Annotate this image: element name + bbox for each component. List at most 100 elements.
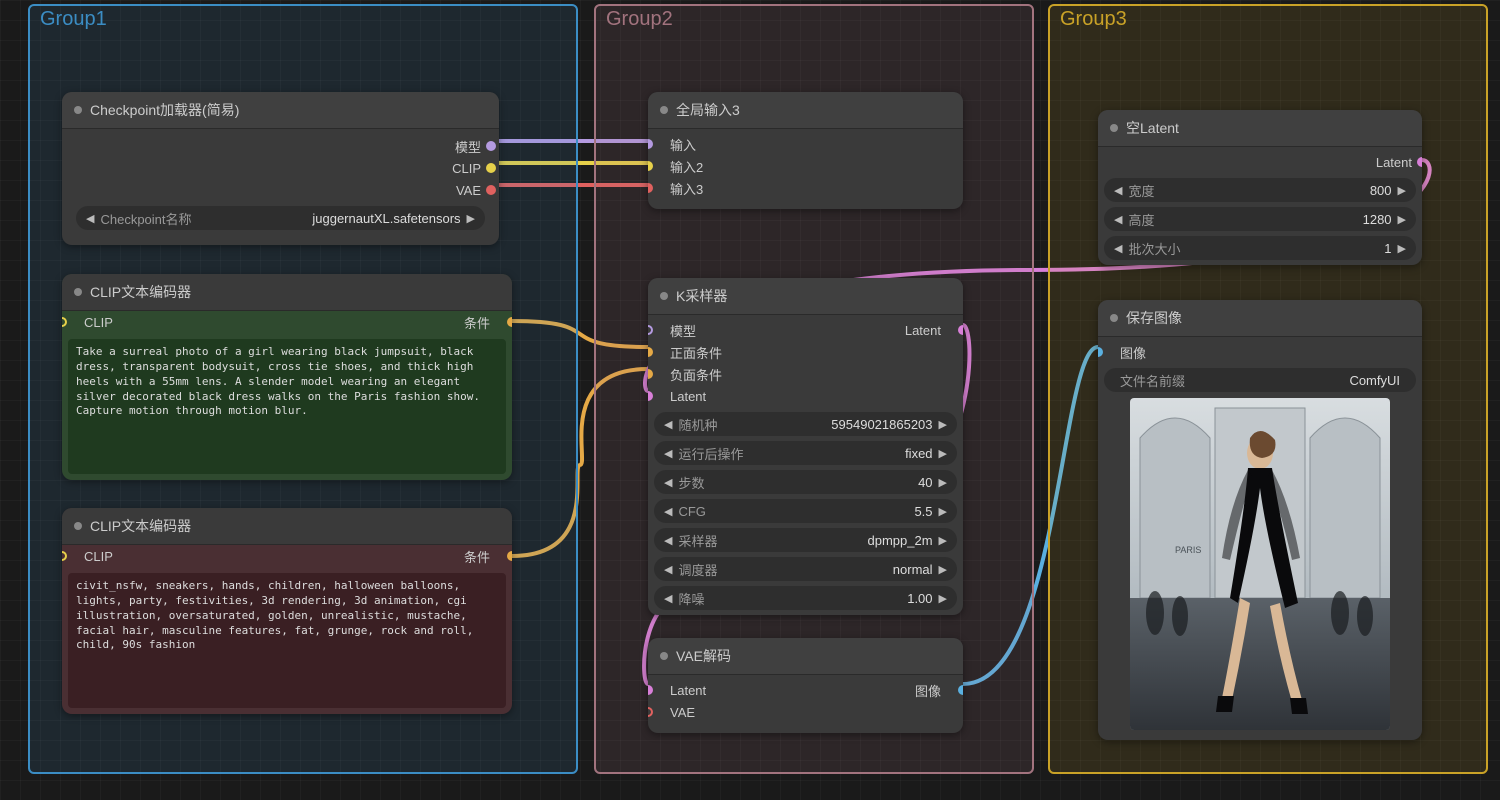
node-clip-encoder-positive[interactable]: CLIP文本编码器 CLIP 条件 Take a surreal photo o… bbox=[62, 274, 512, 480]
collapse-icon bbox=[1110, 314, 1118, 322]
prompt-textarea[interactable]: civit_nsfw, sneakers, hands, children, h… bbox=[68, 573, 506, 708]
port-dot-icon bbox=[1417, 157, 1422, 167]
output-conditioning[interactable]: 条件 bbox=[464, 313, 490, 332]
latent-widget-0[interactable]: ◀宽度800▶ bbox=[1104, 178, 1416, 202]
port-ring-icon[interactable] bbox=[62, 317, 67, 327]
output-clip[interactable]: CLIP bbox=[70, 157, 491, 179]
node-title: Checkpoint加载器(简易) bbox=[90, 100, 239, 120]
node-ksampler[interactable]: K采样器 模型 Latent 正面条件 负面条件 Latent ◀随机种5954… bbox=[648, 278, 963, 615]
port-dot-icon bbox=[486, 141, 496, 151]
arrow-right-icon[interactable]: ▶ bbox=[939, 476, 947, 489]
checkpoint-name-widget[interactable]: ◀ Checkpoint名称 juggernautXL.safetensors … bbox=[76, 206, 485, 230]
node-header[interactable]: 空Latent bbox=[1098, 110, 1422, 147]
arrow-left-icon[interactable]: ◀ bbox=[664, 476, 672, 489]
arrow-right-icon[interactable]: ▶ bbox=[939, 592, 947, 605]
input-image[interactable]: 图像 bbox=[1098, 341, 1422, 363]
node-header[interactable]: CLIP文本编码器 bbox=[62, 274, 512, 311]
node-header[interactable]: K采样器 bbox=[648, 278, 963, 315]
input-vae[interactable]: VAE bbox=[648, 701, 963, 723]
arrow-left-icon[interactable]: ◀ bbox=[664, 592, 672, 605]
arrow-left-icon[interactable]: ◀ bbox=[1114, 242, 1122, 255]
output-image-preview[interactable]: PARIS bbox=[1130, 398, 1390, 730]
port-ring-icon[interactable] bbox=[62, 551, 67, 561]
node-header[interactable]: CLIP文本编码器 bbox=[62, 508, 512, 545]
node-clip-encoder-negative[interactable]: CLIP文本编码器 CLIP 条件 civit_nsfw, sneakers, … bbox=[62, 508, 512, 714]
filename-prefix-widget[interactable]: 文件名前缀 ComfyUI bbox=[1104, 368, 1416, 392]
port-dot-icon bbox=[648, 391, 653, 401]
svg-text:PARIS: PARIS bbox=[1175, 545, 1201, 555]
io-row: 模型 Latent bbox=[648, 319, 963, 341]
port-dot-icon bbox=[648, 161, 653, 171]
io-row: CLIP 条件 bbox=[62, 311, 512, 333]
input-negative[interactable]: 负面条件 bbox=[648, 363, 963, 385]
ksampler-widget-1[interactable]: ◀运行后操作fixed▶ bbox=[654, 441, 957, 465]
arrow-right-icon[interactable]: ▶ bbox=[1398, 242, 1406, 255]
output-image[interactable]: 图像 bbox=[915, 681, 941, 700]
arrow-left-icon[interactable]: ◀ bbox=[664, 505, 672, 518]
input-positive[interactable]: 正面条件 bbox=[648, 341, 963, 363]
collapse-icon bbox=[74, 288, 82, 296]
ksampler-widget-5[interactable]: ◀调度器normal▶ bbox=[654, 557, 957, 581]
collapse-icon bbox=[74, 522, 82, 530]
ksampler-widget-2[interactable]: ◀步数40▶ bbox=[654, 470, 957, 494]
arrow-right-icon[interactable]: ▶ bbox=[939, 447, 947, 460]
node-header[interactable]: Checkpoint加载器(简易) bbox=[62, 92, 499, 129]
arrow-left-icon[interactable]: ◀ bbox=[664, 418, 672, 431]
node-header[interactable]: 全局输入3 bbox=[648, 92, 963, 129]
output-latent[interactable]: Latent bbox=[905, 323, 941, 338]
latent-widget-2[interactable]: ◀批次大小1▶ bbox=[1104, 236, 1416, 260]
node-header[interactable]: VAE解码 bbox=[648, 638, 963, 675]
arrow-right-icon[interactable]: ▶ bbox=[939, 534, 947, 547]
node-canvas[interactable]: Group1 Group2 Group3 Checkpoint加载器(简易) 模… bbox=[0, 0, 1500, 800]
collapse-icon bbox=[660, 106, 668, 114]
arrow-right-icon[interactable]: ▶ bbox=[939, 418, 947, 431]
arrow-left-icon[interactable]: ◀ bbox=[664, 447, 672, 460]
output-latent[interactable]: Latent bbox=[1098, 151, 1422, 173]
port-dot-icon bbox=[648, 139, 653, 149]
node-checkpoint-loader[interactable]: Checkpoint加载器(简易) 模型 CLIP VAE ◀ Checkpoi… bbox=[62, 92, 499, 245]
input-clip[interactable]: CLIP bbox=[84, 315, 113, 330]
output-model[interactable]: 模型 bbox=[70, 135, 491, 157]
arrow-left-icon[interactable]: ◀ bbox=[86, 212, 94, 225]
input-1[interactable]: 输入 bbox=[648, 133, 963, 155]
latent-widget-1[interactable]: ◀高度1280▶ bbox=[1104, 207, 1416, 231]
input-model[interactable]: 模型 bbox=[670, 321, 696, 340]
arrow-left-icon[interactable]: ◀ bbox=[1114, 213, 1122, 226]
node-header[interactable]: 保存图像 bbox=[1098, 300, 1422, 337]
node-empty-latent[interactable]: 空Latent Latent ◀宽度800▶ ◀高度1280▶ ◀批次大小1▶ bbox=[1098, 110, 1422, 265]
output-vae[interactable]: VAE bbox=[70, 179, 491, 201]
ksampler-widget-3[interactable]: ◀CFG5.5▶ bbox=[654, 499, 957, 523]
port-dot-icon bbox=[1098, 347, 1103, 357]
group-title: Group3 bbox=[1060, 8, 1127, 31]
arrow-right-icon[interactable]: ▶ bbox=[467, 212, 475, 225]
node-title: VAE解码 bbox=[676, 646, 731, 666]
node-save-image[interactable]: 保存图像 图像 文件名前缀 ComfyUI bbox=[1098, 300, 1422, 740]
arrow-right-icon[interactable]: ▶ bbox=[1398, 213, 1406, 226]
ksampler-widget-6[interactable]: ◀降噪1.00▶ bbox=[654, 586, 957, 610]
output-conditioning[interactable]: 条件 bbox=[464, 547, 490, 566]
port-dot-icon bbox=[648, 183, 653, 193]
node-vae-decode[interactable]: VAE解码 Latent 图像 VAE bbox=[648, 638, 963, 733]
arrow-right-icon[interactable]: ▶ bbox=[1398, 184, 1406, 197]
prompt-textarea[interactable]: Take a surreal photo of a girl wearing b… bbox=[68, 339, 506, 474]
arrow-left-icon[interactable]: ◀ bbox=[664, 534, 672, 547]
collapse-icon bbox=[1110, 124, 1118, 132]
node-title: CLIP文本编码器 bbox=[90, 516, 191, 536]
arrow-left-icon[interactable]: ◀ bbox=[664, 563, 672, 576]
arrow-right-icon[interactable]: ▶ bbox=[939, 505, 947, 518]
collapse-icon bbox=[74, 106, 82, 114]
ksampler-widget-4[interactable]: ◀采样器dpmpp_2m▶ bbox=[654, 528, 957, 552]
input-latent[interactable]: Latent bbox=[670, 683, 706, 698]
io-row: CLIP 条件 bbox=[62, 545, 512, 567]
arrow-right-icon[interactable]: ▶ bbox=[939, 563, 947, 576]
port-dot-icon[interactable] bbox=[648, 685, 653, 695]
input-3[interactable]: 输入3 bbox=[648, 177, 963, 199]
arrow-left-icon[interactable]: ◀ bbox=[1114, 184, 1122, 197]
input-2[interactable]: 输入2 bbox=[648, 155, 963, 177]
group-title: Group2 bbox=[606, 8, 673, 31]
input-clip[interactable]: CLIP bbox=[84, 549, 113, 564]
input-latent[interactable]: Latent bbox=[648, 385, 963, 407]
ksampler-widget-0[interactable]: ◀随机种59549021865203▶ bbox=[654, 412, 957, 436]
node-global-inputs[interactable]: 全局输入3 输入 输入2 输入3 bbox=[648, 92, 963, 209]
port-ring-icon[interactable] bbox=[648, 325, 653, 335]
